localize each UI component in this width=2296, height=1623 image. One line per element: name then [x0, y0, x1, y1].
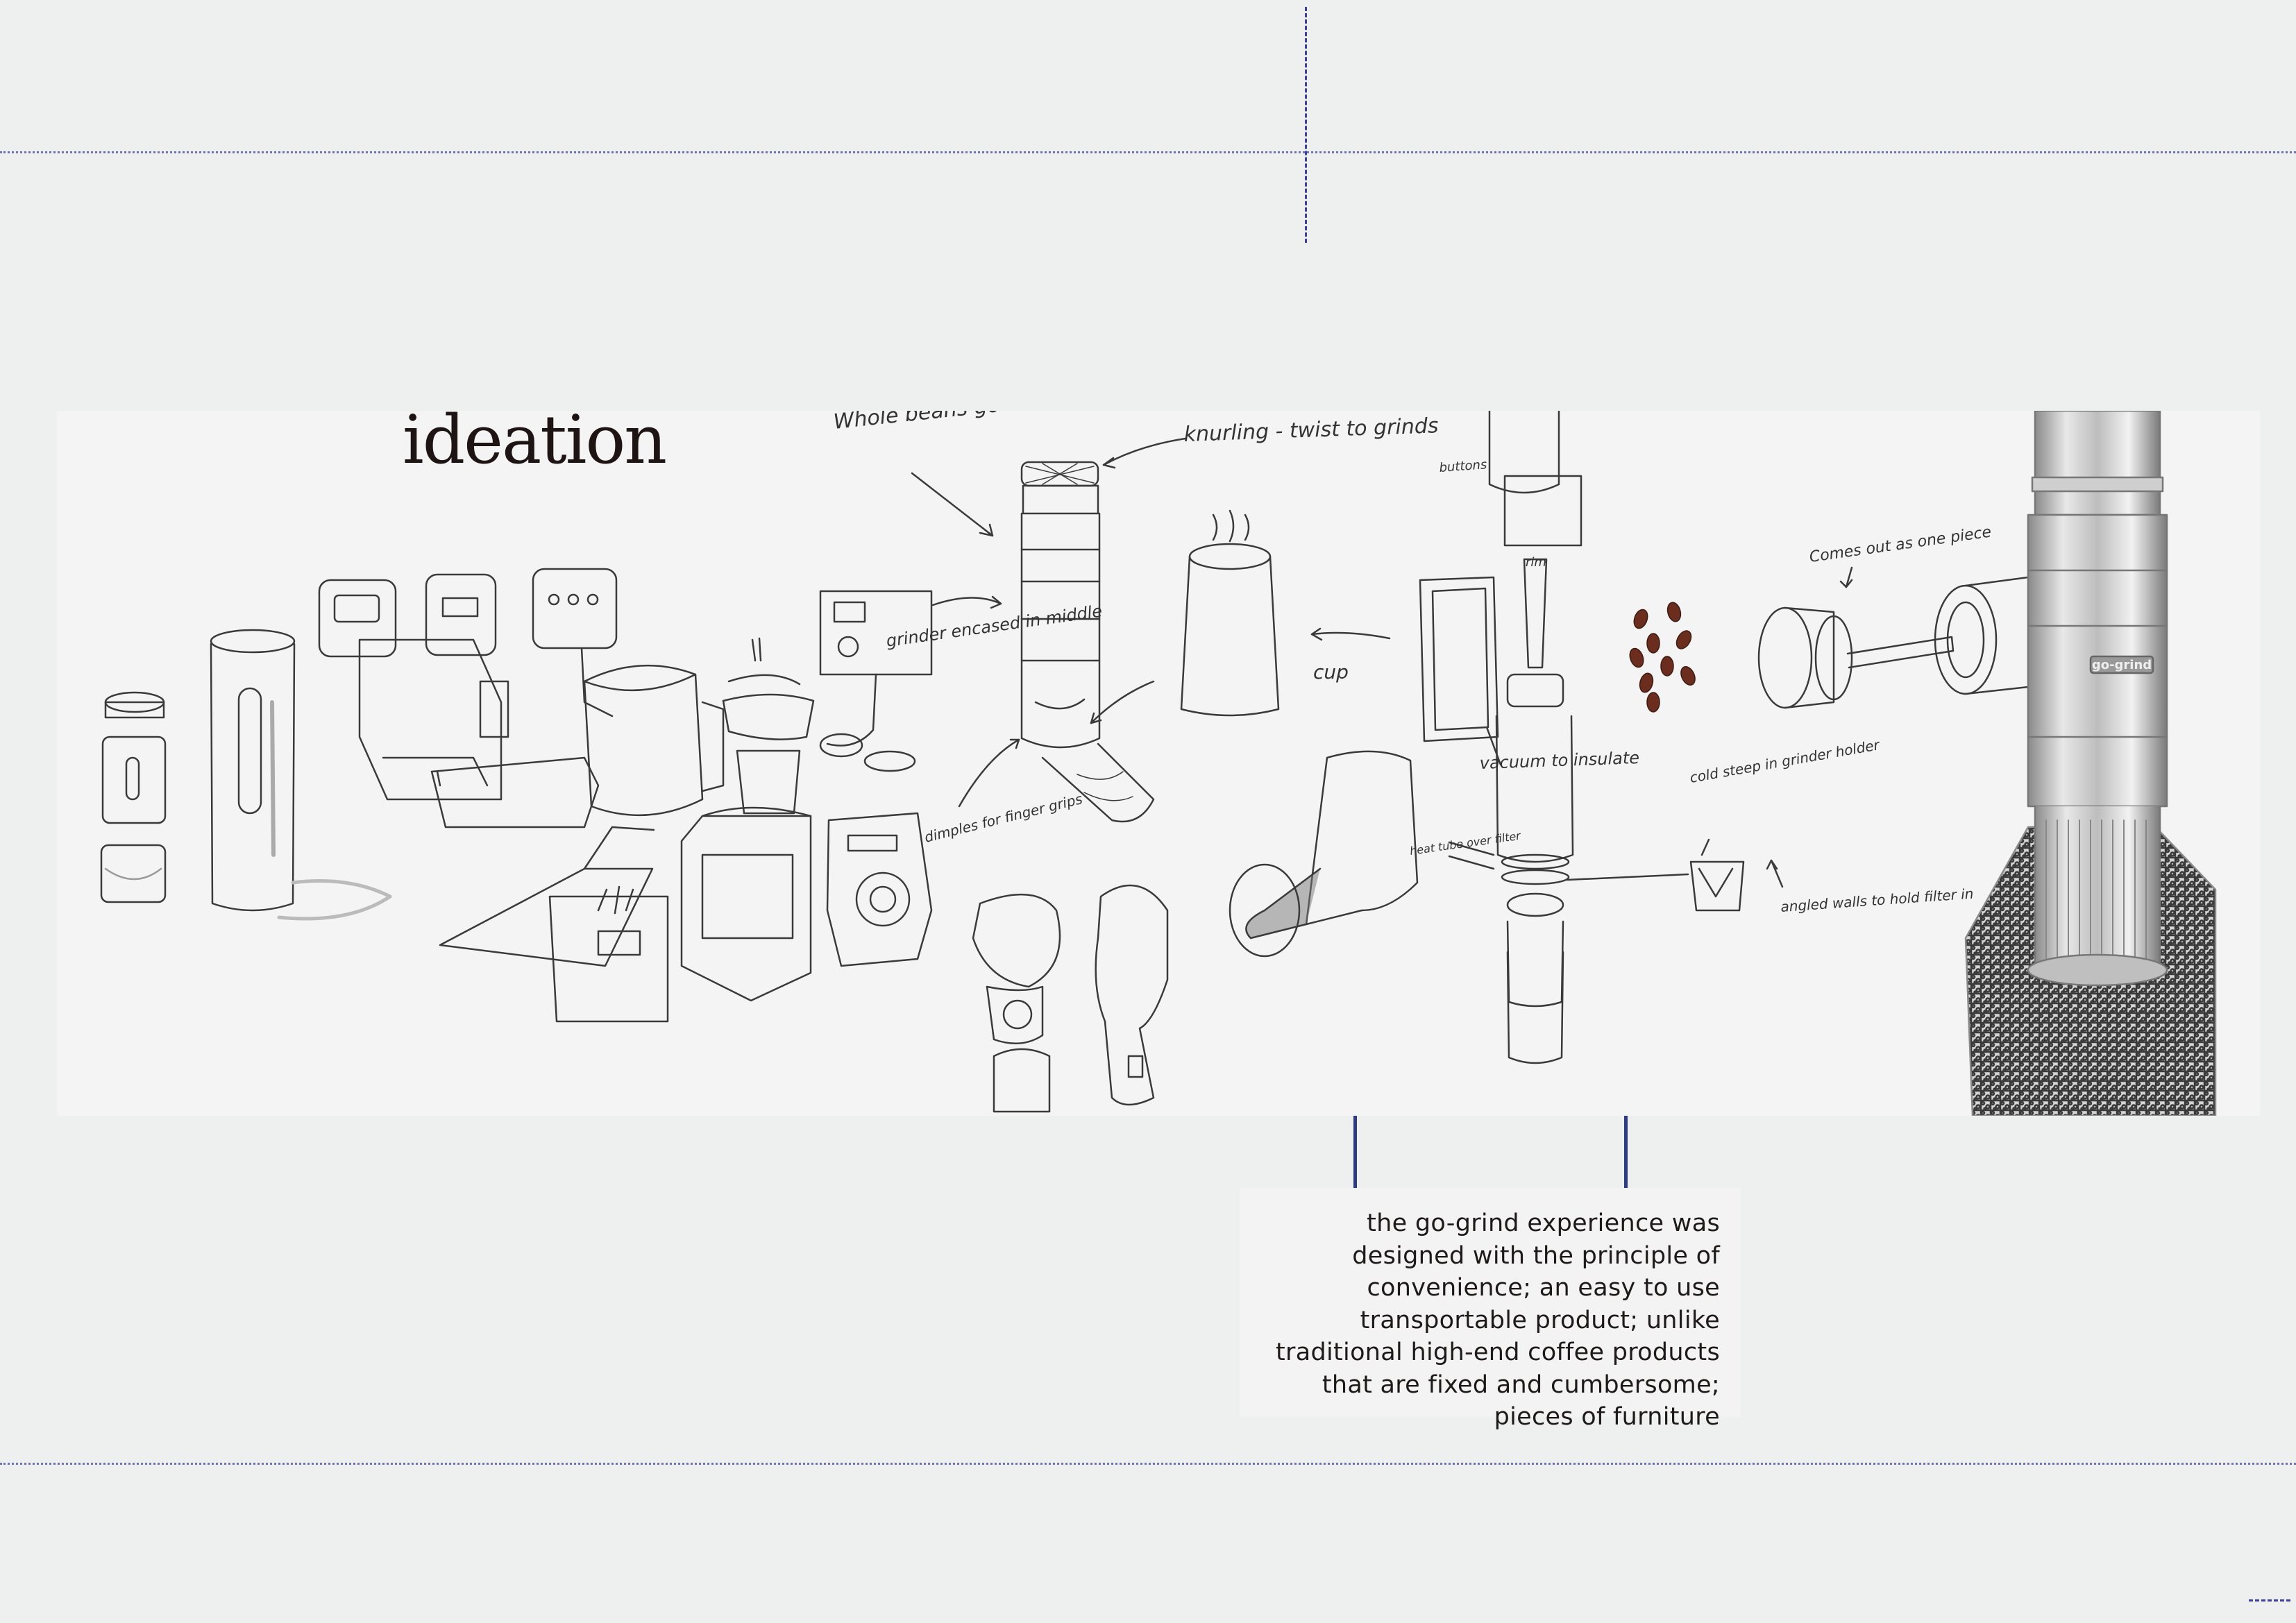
note-vacuum: vacuum to insulate [1479, 748, 1639, 773]
product-brand-mark: go-grind [2092, 658, 2152, 672]
sketch-exploded-assembly [1488, 411, 1582, 1064]
ideation-sketch-panel: Whole beans go in knurling - twist to gr… [57, 411, 2260, 1116]
sketch-rim-frame [1419, 576, 1499, 742]
note-dimples: dimples for finger grips [922, 790, 1084, 846]
sketch-cup [1180, 509, 1280, 717]
sketch-square-pitcher [548, 664, 725, 1023]
description-box: the go-grind experience was designed wit… [1240, 1188, 1741, 1431]
sketch-handwriting: Whole beans go in knurling - twist to gr… [832, 411, 1992, 915]
note-angled-walls: angled walls to hold filter in [1780, 885, 1974, 915]
note-grinder: grinder encased in middle [885, 602, 1104, 651]
description-text: the go-grind experience was designed wit… [1276, 1209, 1720, 1431]
connector-line-left [1353, 1116, 1357, 1188]
corner-dash-mark [2249, 1599, 2290, 1601]
connector-line-right [1624, 1116, 1628, 1188]
sketch-arrows [911, 437, 1853, 888]
note-buttons: buttons [1439, 457, 1487, 475]
note-comes-out: Comes out as one piece [1808, 523, 1992, 566]
bottom-guide-line [0, 1463, 2296, 1465]
sketch-grinder-stand [819, 590, 933, 967]
sketch-coffee-beans [1629, 602, 1696, 713]
note-knurling: knurling - twist to grinds [1183, 414, 1439, 447]
sketch-shell-forms [972, 750, 1419, 1113]
sketch-stacked-canisters [100, 691, 167, 903]
sketch-drawings: Whole beans go in knurling - twist to gr… [100, 411, 2217, 1116]
note-cold-steep: cold steep in grinder holder [1689, 736, 1882, 786]
product-render: go-grind [1964, 411, 2217, 1116]
note-heat-tube: heat tube over filter [1409, 829, 1522, 858]
sketch-tall-bottle [210, 629, 392, 921]
sketch-filter-holder [1689, 860, 1745, 912]
note-whole-beans: Whole beans go in [832, 411, 1027, 434]
note-rim: rim [1526, 555, 1546, 570]
page-title: ideation [403, 401, 667, 479]
sketch-plunger [1757, 573, 2050, 709]
top-guide-line [0, 151, 2296, 153]
vertical-guide-line [1305, 7, 1307, 243]
sketch-knurled-grinder [1020, 461, 1155, 823]
note-cup: cup [1313, 661, 1349, 683]
sketch-stacked-grinder [680, 637, 815, 1002]
